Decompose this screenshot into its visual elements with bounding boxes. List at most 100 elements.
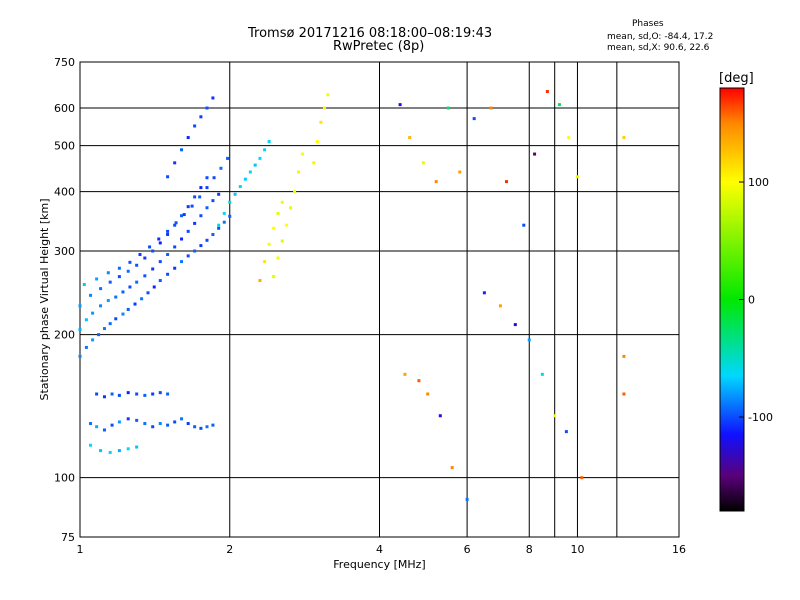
data-point — [180, 148, 184, 152]
data-point — [211, 233, 215, 237]
data-point — [91, 338, 95, 342]
data-point — [253, 163, 257, 167]
data-point — [126, 447, 130, 451]
data-point — [489, 106, 493, 110]
y-axis-ticks: 75 100 200 300 400 500 600 750 — [54, 56, 75, 544]
data-point — [575, 175, 579, 179]
data-point — [151, 249, 155, 253]
data-point — [193, 124, 197, 128]
y-tick-label: 300 — [54, 245, 75, 258]
data-point — [146, 291, 150, 295]
data-point — [173, 420, 177, 424]
data-point — [121, 312, 125, 316]
data-point — [102, 395, 106, 399]
data-point — [228, 200, 232, 204]
data-point — [143, 256, 147, 260]
data-point — [158, 279, 162, 283]
data-point — [89, 293, 93, 297]
data-point — [205, 106, 209, 110]
data-point — [99, 449, 103, 453]
x-tick-label: 4 — [376, 543, 383, 556]
data-point — [472, 117, 476, 121]
data-point — [193, 195, 197, 199]
data-point — [300, 152, 304, 156]
data-point — [426, 392, 430, 396]
data-point — [78, 328, 82, 332]
x-tick-label: 1 — [77, 543, 84, 556]
data-point — [148, 245, 152, 249]
y-tick-label: 75 — [61, 531, 75, 544]
data-point — [166, 252, 170, 256]
data-point — [217, 226, 221, 230]
data-point — [205, 176, 209, 180]
data-point — [174, 221, 178, 225]
data-point — [186, 422, 190, 426]
phase-stats-title: Phases — [632, 19, 664, 29]
data-point — [465, 497, 469, 501]
data-point — [438, 414, 442, 418]
data-point — [166, 272, 170, 276]
data-point — [193, 425, 197, 429]
x-tick-label: 10 — [570, 543, 584, 556]
data-point — [121, 290, 125, 294]
data-point — [421, 161, 425, 165]
data-point — [622, 354, 626, 358]
data-point — [128, 260, 132, 264]
data-point — [126, 391, 130, 395]
data-point — [152, 285, 156, 289]
data-point — [205, 206, 209, 210]
data-point — [289, 206, 293, 210]
data-point — [95, 392, 99, 396]
data-point — [102, 428, 106, 432]
data-point — [258, 156, 262, 160]
data-point — [319, 120, 323, 124]
data-point — [557, 103, 561, 107]
data-point — [158, 422, 162, 426]
data-point — [186, 205, 190, 209]
data-point — [199, 244, 203, 248]
data-point — [180, 214, 184, 218]
y-axis-label: Stationary phase Virtual Height [km] — [38, 198, 51, 400]
data-point — [243, 177, 247, 181]
data-point — [222, 211, 226, 215]
data-point — [408, 136, 412, 140]
data-point — [117, 275, 121, 279]
x-tick-label: 2 — [226, 543, 233, 556]
x-tick-label: 16 — [672, 543, 686, 556]
data-point — [267, 242, 271, 246]
y-tick-label: 600 — [54, 102, 75, 115]
data-point — [205, 186, 209, 190]
data-point — [173, 223, 177, 227]
y-tick-label: 200 — [54, 329, 75, 342]
data-point — [135, 392, 139, 396]
data-point — [622, 136, 626, 140]
data-point — [135, 280, 139, 284]
data-point — [166, 233, 170, 237]
data-point — [212, 176, 216, 180]
data-point — [527, 338, 531, 342]
data-point — [166, 423, 170, 427]
data-point — [108, 450, 112, 454]
data-point — [117, 449, 121, 453]
data-point — [108, 322, 112, 326]
data-point — [143, 393, 147, 397]
x-tick-label: 6 — [464, 543, 471, 556]
data-point — [276, 211, 280, 215]
data-point — [157, 237, 161, 241]
data-point — [458, 170, 462, 174]
data-point — [248, 170, 252, 174]
chart-title: Tromsø 20171216 08:18:00–08:19:43 — [248, 26, 493, 41]
data-point — [135, 418, 139, 422]
colorbar-label: [deg] — [719, 71, 754, 86]
data-point — [258, 279, 262, 283]
data-point — [272, 275, 276, 279]
data-point — [186, 229, 190, 233]
data-point — [217, 223, 221, 227]
data-point — [82, 283, 86, 287]
data-point — [182, 213, 186, 217]
data-points — [78, 90, 626, 501]
data-point — [312, 161, 316, 165]
data-point — [450, 466, 454, 470]
data-point — [540, 372, 544, 376]
data-point — [158, 241, 162, 245]
